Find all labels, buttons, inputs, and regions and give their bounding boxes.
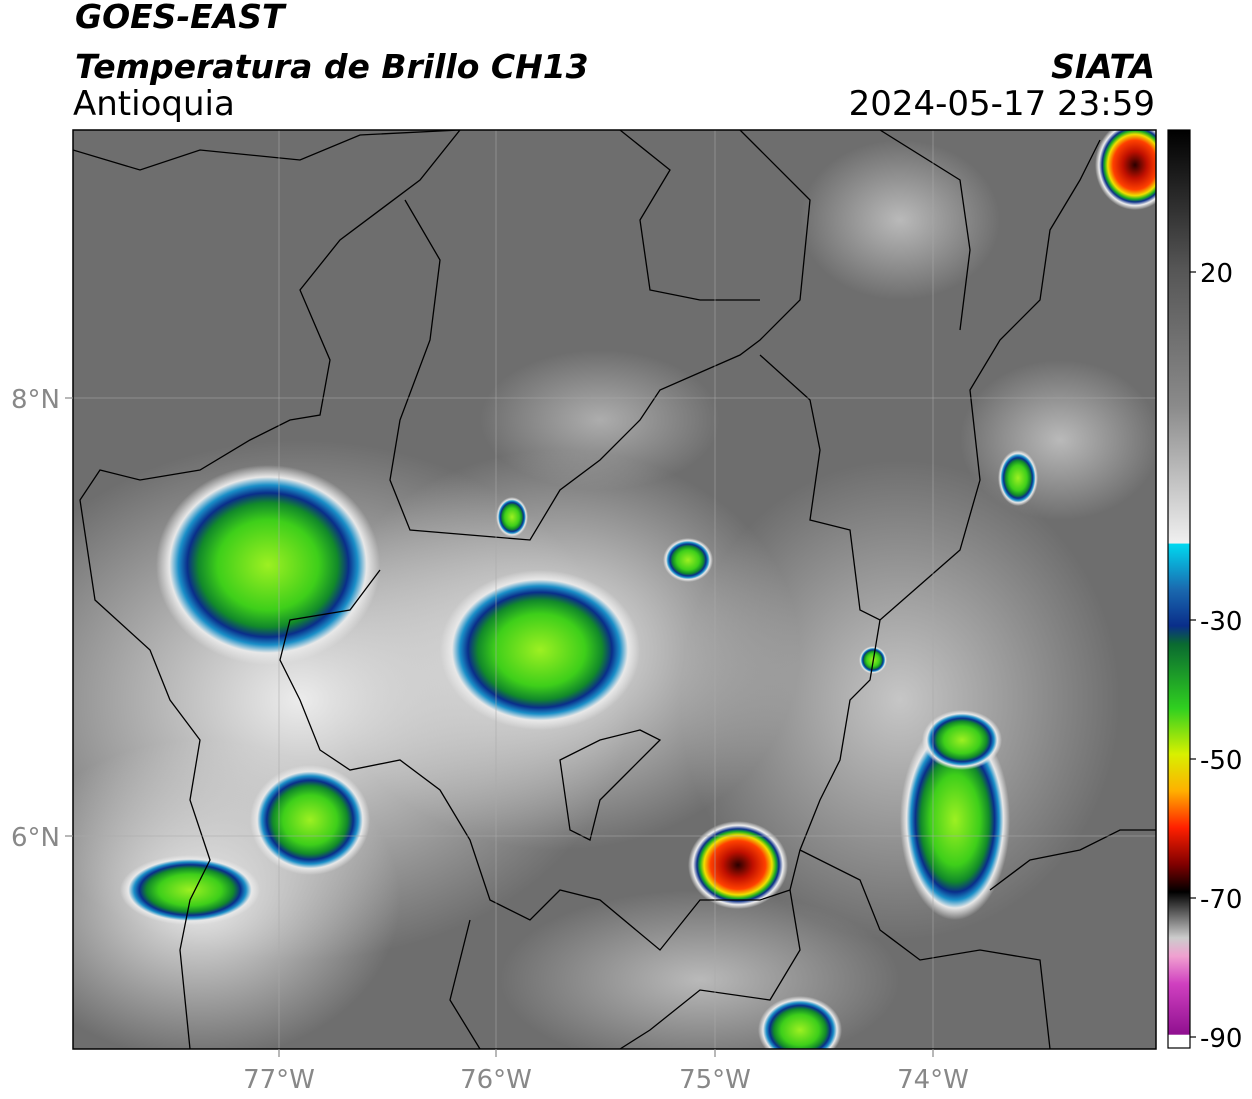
colorbar-tick-label: -70 [1200, 885, 1242, 915]
satellite: GOES-EAST [75, 0, 287, 36]
convective-cells [120, 130, 1156, 1049]
agency: SIATA [1051, 47, 1155, 86]
region: Antioquia [73, 84, 235, 124]
colorbar-tick-label: -30 [1200, 607, 1242, 637]
timestamp: 2024-05-17 23:59 [849, 84, 1155, 124]
lat-label: 8°N [11, 385, 60, 415]
map-frame [72, 129, 1157, 1050]
axis-ticks [65, 397, 934, 1057]
colorbar [1167, 129, 1191, 1049]
colorbar-tick-label: -90 [1200, 1024, 1242, 1054]
lon-label: 76°W [460, 1065, 532, 1095]
colorbar-ticks [1190, 271, 1196, 1038]
borders [73, 130, 1156, 1049]
lon-label: 75°W [679, 1065, 751, 1095]
colorbar-tick-label: -50 [1200, 746, 1242, 776]
lon-label: 74°W [897, 1065, 969, 1095]
colorbar-tick-label: 20 [1200, 259, 1233, 289]
lat-label: 6°N [11, 823, 60, 853]
graticule [73, 130, 1156, 1049]
map [73, 130, 1156, 1049]
lon-label: 77°W [243, 1065, 315, 1095]
product: Temperatura de Brillo CH13 [75, 47, 589, 86]
